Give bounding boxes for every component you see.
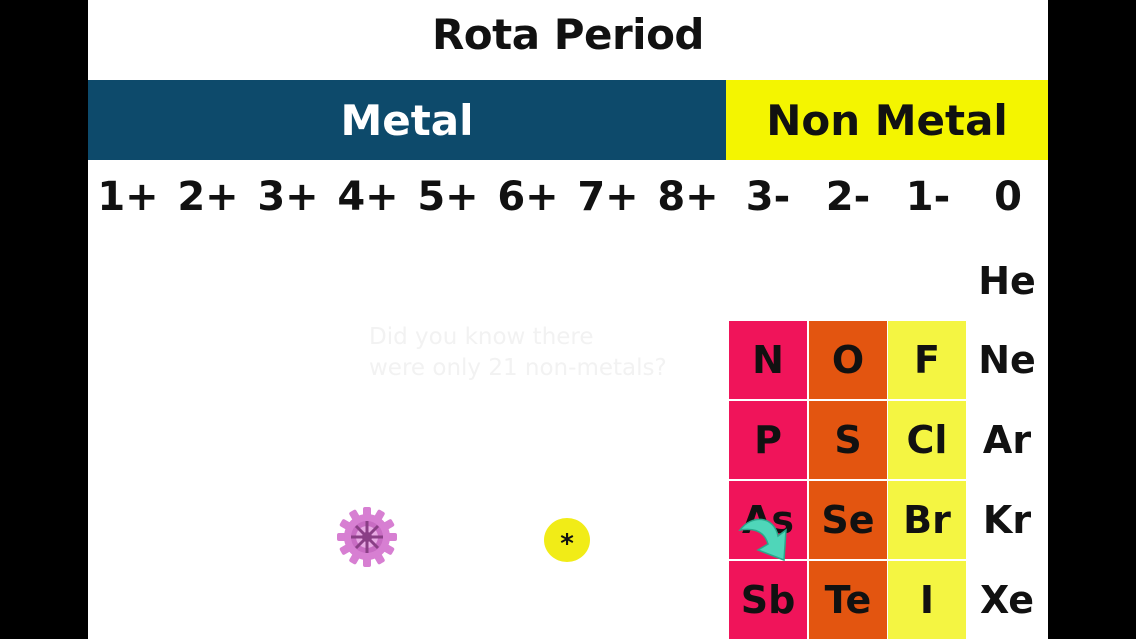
element-cell-kr[interactable]: Kr bbox=[982, 498, 1032, 542]
element-cell-se[interactable]: Se bbox=[809, 481, 887, 559]
metal-band: Metal bbox=[88, 80, 726, 160]
element-cell-ne[interactable]: Ne bbox=[978, 338, 1036, 382]
element-cell-o[interactable]: O bbox=[809, 321, 887, 399]
element-cell-s[interactable]: S bbox=[809, 401, 887, 479]
charge-label: 3- bbox=[745, 174, 791, 220]
charge-label: 0 bbox=[994, 174, 1022, 220]
nonmetal-band-label: Non Metal bbox=[766, 95, 1008, 145]
metal-band-label: Metal bbox=[340, 95, 474, 145]
page-title: Rota Period bbox=[431, 10, 705, 59]
charge-label: 6+ bbox=[497, 174, 559, 220]
element-cell-xe[interactable]: Xe bbox=[979, 578, 1035, 622]
fact-tip-line: Did you know there bbox=[369, 324, 594, 350]
game-stage: Rota Period Metal Non Metal 1+ 2+ 3+ 4+ … bbox=[88, 0, 1048, 639]
charge-label: 3+ bbox=[257, 174, 319, 220]
fact-tip-line: were only 21 non-metals? bbox=[369, 355, 667, 381]
curved-arrow-icon bbox=[738, 518, 787, 562]
charge-label: 2- bbox=[825, 174, 871, 220]
element-cell-br[interactable]: Br bbox=[888, 481, 966, 559]
element-cell-f[interactable]: F bbox=[888, 321, 966, 399]
charge-label: 4+ bbox=[337, 174, 399, 220]
charge-label: 8+ bbox=[657, 174, 719, 220]
element-cell-p[interactable]: P bbox=[729, 401, 807, 479]
star-button[interactable]: * bbox=[544, 518, 590, 562]
charge-label: 1+ bbox=[97, 174, 159, 220]
element-cell-te[interactable]: Te bbox=[809, 561, 887, 639]
charge-label: 2+ bbox=[177, 174, 239, 220]
settings-button[interactable] bbox=[336, 506, 398, 568]
nonmetal-band: Non Metal bbox=[726, 80, 1048, 160]
star-icon: * bbox=[560, 529, 574, 559]
charge-row: 1+ 2+ 3+ 4+ 5+ 6+ 7+ 8+ 3- 2- 1- 0 bbox=[88, 174, 1048, 230]
element-cell-ar[interactable]: Ar bbox=[982, 418, 1032, 462]
element-cell-i[interactable]: I bbox=[888, 561, 966, 639]
charge-label: 1- bbox=[905, 174, 951, 220]
curved-arrow-button[interactable] bbox=[734, 510, 798, 570]
fact-tip: Did you know there were only 21 non-meta… bbox=[369, 322, 709, 384]
element-cell-n[interactable]: N bbox=[729, 321, 807, 399]
element-cell-sb[interactable]: Sb bbox=[729, 561, 807, 639]
gear-icon bbox=[337, 507, 397, 567]
charge-label: 7+ bbox=[577, 174, 639, 220]
element-cell-he[interactable]: He bbox=[978, 259, 1036, 303]
element-cell-cl[interactable]: Cl bbox=[888, 401, 966, 479]
charge-label: 5+ bbox=[417, 174, 479, 220]
